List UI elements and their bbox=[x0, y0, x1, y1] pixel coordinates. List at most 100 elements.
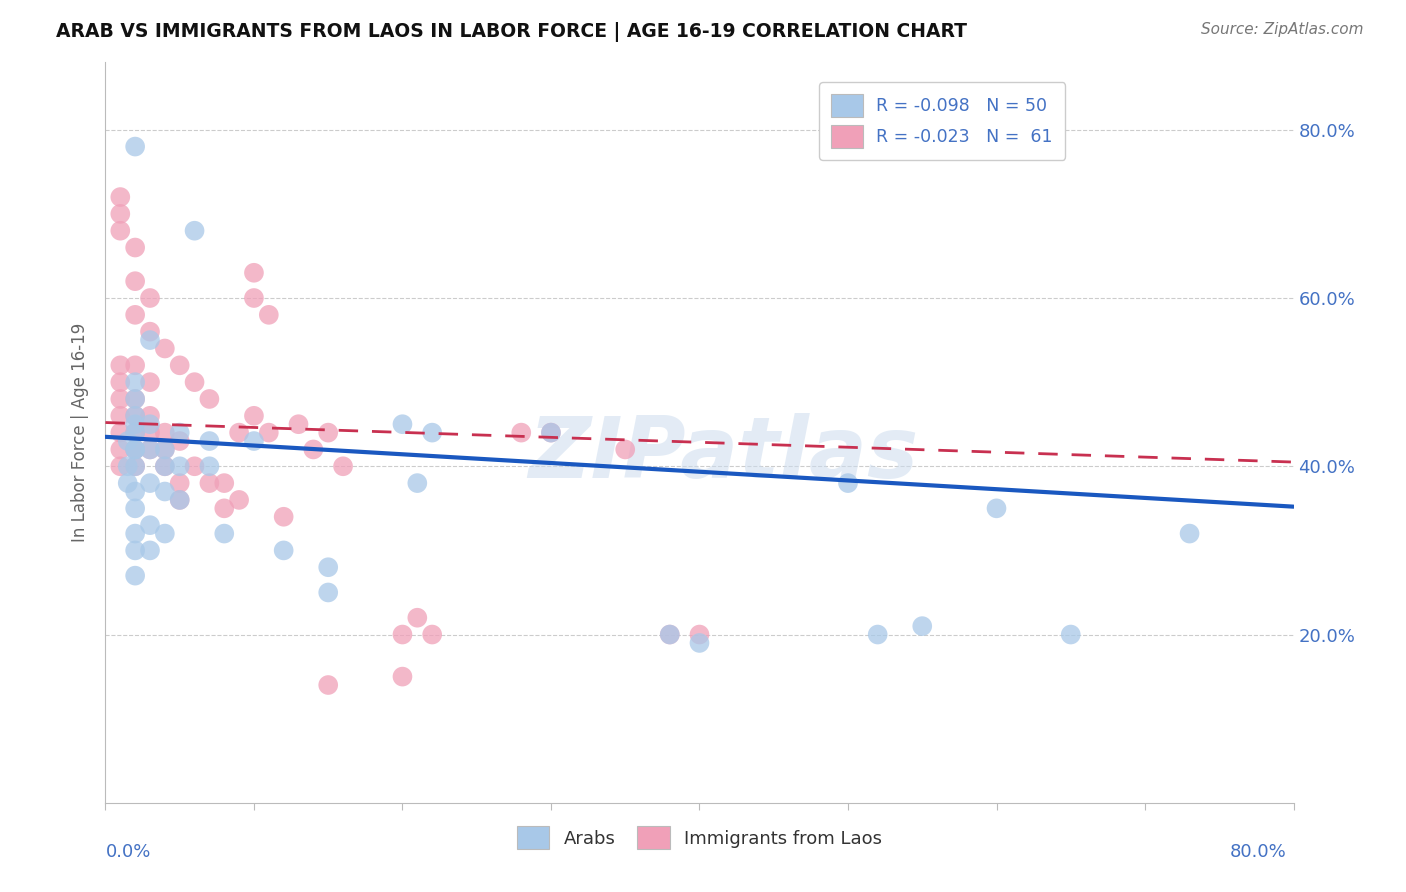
Point bbox=[540, 425, 562, 440]
Point bbox=[540, 425, 562, 440]
Point bbox=[198, 476, 221, 491]
Point bbox=[316, 560, 339, 574]
Point bbox=[257, 425, 280, 440]
Point bbox=[110, 409, 132, 423]
Point bbox=[153, 459, 176, 474]
Legend: Arabs, Immigrants from Laos: Arabs, Immigrants from Laos bbox=[509, 819, 890, 856]
Point bbox=[302, 442, 325, 457]
Point bbox=[243, 266, 266, 280]
Point bbox=[1060, 627, 1083, 641]
Point bbox=[139, 543, 162, 558]
Point bbox=[139, 417, 162, 432]
Point bbox=[124, 308, 146, 322]
Point bbox=[228, 425, 250, 440]
Text: 0.0%: 0.0% bbox=[105, 843, 150, 861]
Point bbox=[110, 207, 132, 221]
Point bbox=[124, 568, 146, 582]
Point bbox=[316, 678, 339, 692]
Point bbox=[110, 190, 132, 204]
Point bbox=[837, 476, 859, 491]
Text: 80.0%: 80.0% bbox=[1230, 843, 1286, 861]
Point bbox=[689, 627, 711, 641]
Point bbox=[214, 526, 236, 541]
Point bbox=[110, 359, 132, 373]
Point bbox=[332, 459, 354, 474]
Point bbox=[110, 442, 132, 457]
Point bbox=[689, 636, 711, 650]
Text: ARAB VS IMMIGRANTS FROM LAOS IN LABOR FORCE | AGE 16-19 CORRELATION CHART: ARAB VS IMMIGRANTS FROM LAOS IN LABOR FO… bbox=[56, 22, 967, 42]
Point bbox=[124, 375, 146, 389]
Point bbox=[110, 425, 132, 440]
Point bbox=[986, 501, 1008, 516]
Point bbox=[124, 359, 146, 373]
Point bbox=[124, 442, 146, 457]
Point bbox=[169, 492, 191, 507]
Point bbox=[510, 425, 533, 440]
Text: ZIPatlas: ZIPatlas bbox=[529, 413, 918, 496]
Point bbox=[124, 484, 146, 499]
Point bbox=[139, 325, 162, 339]
Point bbox=[658, 627, 681, 641]
Point bbox=[169, 434, 191, 448]
Point bbox=[124, 501, 146, 516]
Point bbox=[169, 359, 191, 373]
Point bbox=[153, 442, 176, 457]
Point bbox=[391, 627, 413, 641]
Point bbox=[117, 434, 139, 448]
Point bbox=[406, 610, 429, 624]
Point bbox=[139, 476, 162, 491]
Point bbox=[124, 409, 146, 423]
Point bbox=[153, 459, 176, 474]
Text: Source: ZipAtlas.com: Source: ZipAtlas.com bbox=[1201, 22, 1364, 37]
Point bbox=[124, 392, 146, 406]
Point bbox=[139, 518, 162, 533]
Point bbox=[153, 484, 176, 499]
Point bbox=[866, 627, 889, 641]
Point bbox=[420, 627, 443, 641]
Point bbox=[391, 417, 413, 432]
Point bbox=[273, 543, 295, 558]
Point bbox=[243, 409, 266, 423]
Point bbox=[169, 476, 191, 491]
Point bbox=[214, 501, 236, 516]
Point bbox=[614, 442, 637, 457]
Point bbox=[169, 492, 191, 507]
Point bbox=[139, 291, 162, 305]
Point bbox=[139, 425, 162, 440]
Point bbox=[406, 476, 429, 491]
Point bbox=[124, 425, 146, 440]
Point bbox=[214, 476, 236, 491]
Point bbox=[316, 585, 339, 599]
Point bbox=[243, 434, 266, 448]
Point bbox=[420, 425, 443, 440]
Point bbox=[124, 409, 146, 423]
Point bbox=[198, 392, 221, 406]
Point bbox=[391, 670, 413, 684]
Point bbox=[139, 333, 162, 347]
Point bbox=[117, 459, 139, 474]
Point bbox=[273, 509, 295, 524]
Point bbox=[316, 425, 339, 440]
Point bbox=[183, 459, 205, 474]
Point bbox=[124, 274, 146, 288]
Point bbox=[183, 224, 205, 238]
Point bbox=[169, 459, 191, 474]
Point bbox=[228, 492, 250, 507]
Point bbox=[124, 459, 146, 474]
Point bbox=[911, 619, 934, 633]
Point bbox=[153, 442, 176, 457]
Point bbox=[124, 417, 146, 432]
Point bbox=[198, 459, 221, 474]
Y-axis label: In Labor Force | Age 16-19: In Labor Force | Age 16-19 bbox=[72, 323, 90, 542]
Point bbox=[124, 240, 146, 255]
Point bbox=[139, 409, 162, 423]
Point bbox=[153, 342, 176, 356]
Point bbox=[124, 459, 146, 474]
Point bbox=[658, 627, 681, 641]
Point bbox=[183, 375, 205, 389]
Point bbox=[117, 476, 139, 491]
Point bbox=[124, 442, 146, 457]
Point bbox=[110, 375, 132, 389]
Point bbox=[110, 224, 132, 238]
Point bbox=[1178, 526, 1201, 541]
